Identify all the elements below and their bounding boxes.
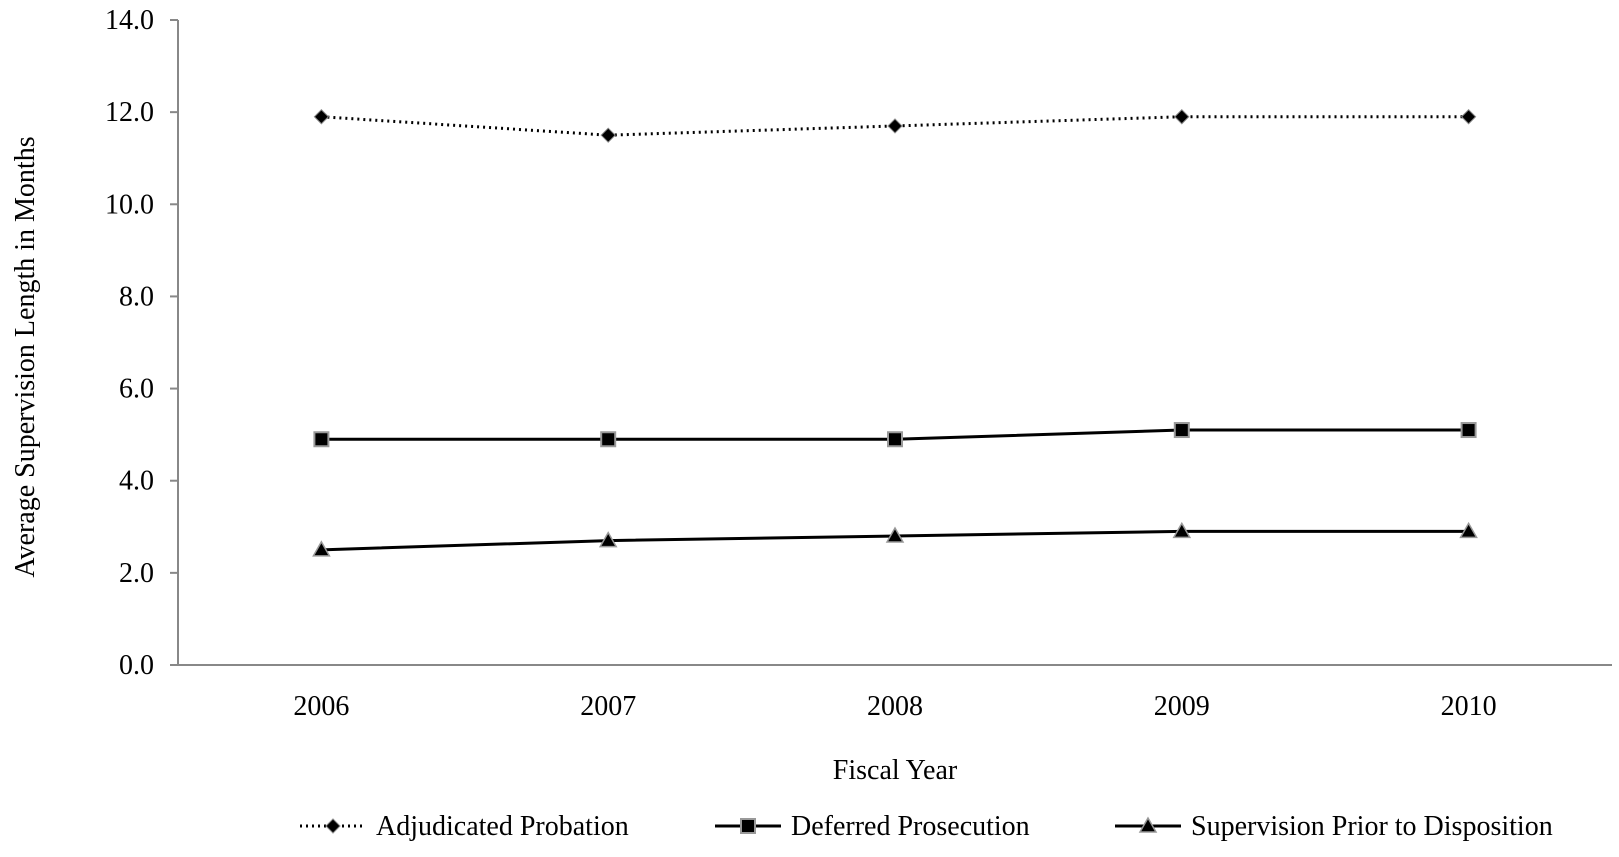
x-axis-title: Fiscal Year <box>833 755 958 786</box>
series-supervision-prior-to-disposition <box>312 521 1478 557</box>
data-point-square <box>1460 422 1477 439</box>
legend-marker-diamond <box>325 818 341 834</box>
legend-label: Supervision Prior to Disposition <box>1191 811 1553 842</box>
data-point-triangle <box>1459 521 1478 539</box>
data-point-triangle <box>1172 521 1192 539</box>
y-tick-label: 12.0 <box>105 97 154 128</box>
data-point-diamond <box>1460 109 1477 125</box>
y-tick-label: 2.0 <box>119 558 154 589</box>
y-tick-label: 6.0 <box>119 374 154 405</box>
legend-marker-square <box>740 818 756 834</box>
legend-item: Deferred Prosecution <box>715 811 1030 842</box>
x-tick-label: 2007 <box>580 691 636 722</box>
series-adjudicated-probation <box>313 109 1477 143</box>
x-tick-label: 2008 <box>867 691 923 722</box>
data-point-square <box>313 431 330 448</box>
y-tick-label: 4.0 <box>119 466 154 497</box>
legend-label: Adjudicated Probation <box>376 811 629 842</box>
data-point-square <box>887 431 903 448</box>
data-point-diamond <box>1174 109 1190 125</box>
data-point-triangle <box>885 526 905 543</box>
legend-item: Adjudicated Probation <box>300 811 629 842</box>
legend-item: Supervision Prior to Disposition <box>1115 811 1553 842</box>
x-tick-label: 2010 <box>1441 691 1497 722</box>
legend: Adjudicated Probation Deferred Prosecutio… <box>300 811 1553 842</box>
data-point-square <box>600 431 617 448</box>
y-tick-label: 8.0 <box>119 281 154 312</box>
data-point-triangle <box>312 540 331 557</box>
data-point-diamond <box>313 109 330 125</box>
y-axis-title: Average Supervision Length in Months <box>10 136 41 577</box>
data-point-triangle <box>598 531 618 548</box>
data-point-diamond <box>600 127 616 143</box>
x-ticks: 2006 2007 2008 2009 2010 <box>293 691 1496 722</box>
data-point-diamond <box>887 118 903 134</box>
y-tick-label: 0.0 <box>119 650 154 681</box>
axes <box>177 20 1612 666</box>
y-ticks: 0.0 2.0 4.0 6.0 8.0 10.0 12.0 14.0 <box>105 5 178 681</box>
x-tick-label: 2009 <box>1154 691 1210 722</box>
y-tick-label: 10.0 <box>105 189 154 220</box>
y-tick-label: 14.0 <box>105 5 154 36</box>
legend-marker-triangle <box>1138 816 1158 833</box>
series <box>312 109 1478 557</box>
data-point-square <box>1173 422 1190 439</box>
legend-label: Deferred Prosecution <box>791 811 1030 842</box>
x-tick-label: 2006 <box>293 691 349 722</box>
series-deferred-prosecution <box>313 422 1477 448</box>
